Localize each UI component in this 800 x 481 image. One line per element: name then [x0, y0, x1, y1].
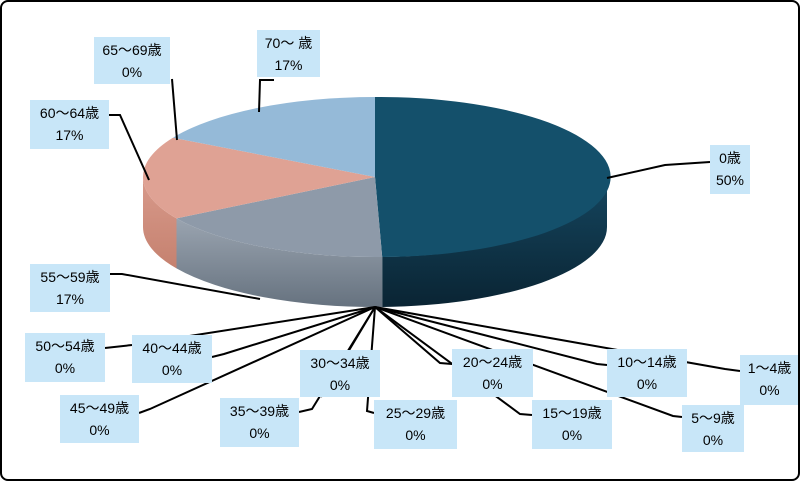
data-label-percent: 0% — [54, 360, 76, 376]
data-label-percent: 0% — [636, 376, 658, 392]
data-label-percent: 17% — [55, 291, 85, 307]
data-label-10: 45〜49歳 0% — [60, 395, 139, 443]
pie-slice-13[interactable] — [142, 137, 375, 219]
leader-line-13 — [109, 114, 150, 181]
data-label-percent: 50% — [715, 172, 745, 188]
data-label-1: 1〜4歳 0% — [740, 355, 798, 405]
data-label-percent: 0% — [121, 64, 143, 80]
pie-side-13 — [143, 177, 177, 269]
leader-line-15 — [258, 79, 274, 113]
leader-line-8 — [298, 306, 376, 413]
leader-line-12 — [110, 273, 261, 300]
pie-slice-0[interactable] — [375, 96, 611, 257]
data-label-category: 55〜59歳 — [40, 269, 100, 285]
leader-line-1 — [374, 306, 741, 372]
data-label-category: 1〜4歳 — [747, 360, 792, 376]
data-label-0: 0歳 50% — [710, 145, 750, 194]
data-label-percent: 0% — [561, 427, 583, 443]
data-label-percent: 0% — [89, 422, 110, 438]
leader-line-10 — [138, 306, 376, 414]
data-label-category: 10〜14歳 — [617, 354, 677, 370]
data-label-category: 65〜69歳 — [102, 42, 162, 58]
data-label-category: 45〜49歳 — [69, 400, 130, 416]
data-label-percent: 0% — [161, 362, 183, 378]
leader-line-14 — [171, 78, 178, 141]
data-label-category: 35〜39歳 — [229, 403, 290, 419]
data-label-6: 25〜29歳 0% — [374, 400, 457, 449]
data-label-percent: 0% — [759, 382, 780, 398]
pie-slice-12[interactable] — [176, 177, 383, 258]
data-label-percent: 17% — [55, 127, 84, 143]
leader-line-5 — [374, 306, 453, 365]
data-label-percent: 0% — [405, 427, 426, 443]
data-label-percent: 0% — [482, 376, 503, 392]
data-label-percent: 0% — [249, 425, 270, 441]
data-label-category: 30〜34歳 — [310, 355, 370, 371]
leader-line-0 — [606, 161, 711, 179]
data-label-category: 15〜19歳 — [542, 405, 602, 421]
data-label-12: 55〜59歳 17% — [30, 264, 110, 312]
pie-side-12 — [176, 218, 383, 308]
data-label-4: 15〜19歳 0% — [532, 400, 612, 449]
data-label-11: 50〜54歳 0% — [25, 333, 105, 382]
data-label-percent: 0% — [329, 377, 351, 393]
data-label-category: 25〜29歳 — [385, 405, 446, 421]
data-label-14: 65〜69歳 0% — [94, 37, 170, 84]
data-label-percent: 17% — [274, 57, 303, 73]
data-label-5: 20〜24歳 0% — [452, 349, 533, 397]
data-label-2: 5〜9歳 0% — [682, 405, 744, 452]
leader-line-2 — [374, 306, 683, 418]
data-label-7: 30〜34歳 0% — [300, 350, 380, 397]
leader-line-6 — [365, 306, 376, 414]
data-label-15: 70〜 歳 17% — [257, 30, 320, 77]
leader-line-3 — [374, 306, 608, 366]
data-label-category: 5〜9歳 — [691, 410, 735, 426]
data-label-category: 70〜 歳 — [264, 35, 313, 51]
data-label-category: 40〜44歳 — [142, 340, 202, 356]
leader-line-9 — [211, 306, 376, 358]
data-label-category: 50〜54歳 — [35, 338, 95, 354]
data-label-8: 35〜39歳 0% — [220, 398, 299, 447]
data-label-percent: 0% — [702, 432, 724, 448]
pie-slice-15[interactable] — [172, 97, 375, 177]
pie-side-0 — [382, 177, 607, 307]
data-label-13: 60〜64歳 17% — [30, 100, 109, 149]
data-label-category: 0歳 — [719, 150, 741, 166]
data-label-category: 60〜64歳 — [39, 105, 100, 121]
data-label-3: 10〜14歳 0% — [607, 349, 687, 397]
leader-line-4 — [374, 306, 533, 416]
data-label-category: 20〜24歳 — [462, 354, 523, 370]
data-label-9: 40〜44歳 0% — [132, 335, 212, 383]
